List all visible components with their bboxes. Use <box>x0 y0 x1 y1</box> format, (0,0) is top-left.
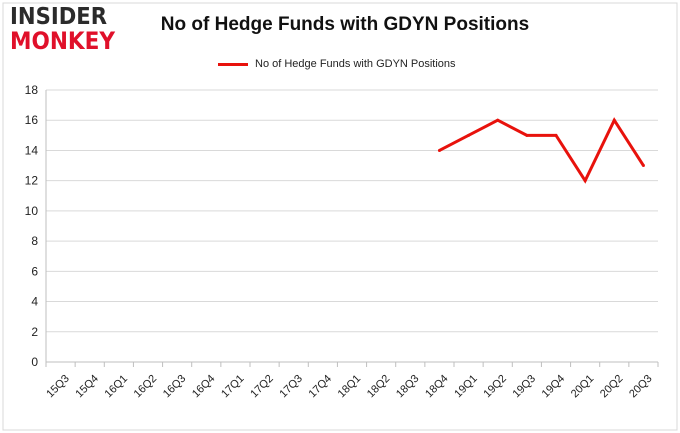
x-tick-label: 18Q1 <box>336 373 364 401</box>
x-tick-label: 18Q4 <box>423 373 451 401</box>
x-tick-label: 16Q4 <box>190 373 218 401</box>
x-tick-label: 17Q4 <box>307 373 335 401</box>
x-tick-label: 19Q4 <box>540 373 568 401</box>
logo-line-2: MONKEY <box>10 27 116 55</box>
x-tick-label: 17Q3 <box>277 373 305 401</box>
legend-swatch <box>218 62 248 66</box>
data-point <box>467 133 471 137</box>
x-tick-label: 18Q3 <box>394 373 422 401</box>
data-point <box>554 133 558 137</box>
x-tick-label: 17Q1 <box>219 373 247 401</box>
y-tick-label: 8 <box>31 234 38 248</box>
x-tick-label: 19Q3 <box>511 373 539 401</box>
x-tick-label: 18Q2 <box>365 373 393 401</box>
x-tick-label: 20Q3 <box>627 373 655 401</box>
data-point <box>583 179 587 183</box>
logo-line-1: INSIDER <box>10 4 108 30</box>
data-point <box>641 164 645 168</box>
x-tick-label: 17Q2 <box>248 373 276 401</box>
y-tick-label: 2 <box>31 325 38 339</box>
x-tick-label: 16Q3 <box>161 373 189 401</box>
x-tick-label: 15Q4 <box>73 373 101 401</box>
y-tick-label: 14 <box>25 143 39 157</box>
chart-legend: No of Hedge Funds with GDYN Positions <box>218 56 456 72</box>
y-tick-label: 16 <box>25 113 39 127</box>
data-point <box>525 133 529 137</box>
y-tick-label: 0 <box>31 355 38 369</box>
x-tick-label: 19Q2 <box>481 373 509 401</box>
x-tick-label: 20Q1 <box>569 373 597 401</box>
y-tick-label: 18 <box>25 83 39 97</box>
x-tick-label: 15Q3 <box>44 373 72 401</box>
y-tick-label: 4 <box>31 295 38 309</box>
x-tick-label: 19Q1 <box>452 373 480 401</box>
legend-label: No of Hedge Funds with GDYN Positions <box>255 58 456 70</box>
insider-monkey-logo: INSIDER MONKEY <box>10 6 128 54</box>
data-point <box>437 148 441 152</box>
x-tick-label: 16Q2 <box>132 373 160 401</box>
data-point <box>496 118 500 122</box>
x-tick-label: 20Q2 <box>598 373 626 401</box>
y-tick-label: 12 <box>25 174 39 188</box>
data-point <box>612 118 616 122</box>
y-tick-label: 6 <box>31 264 38 278</box>
y-tick-label: 10 <box>25 204 39 218</box>
series-line <box>438 117 645 184</box>
x-tick-label: 16Q1 <box>103 373 131 401</box>
chart-title: No of Hedge Funds with GDYN Positions <box>160 14 530 35</box>
